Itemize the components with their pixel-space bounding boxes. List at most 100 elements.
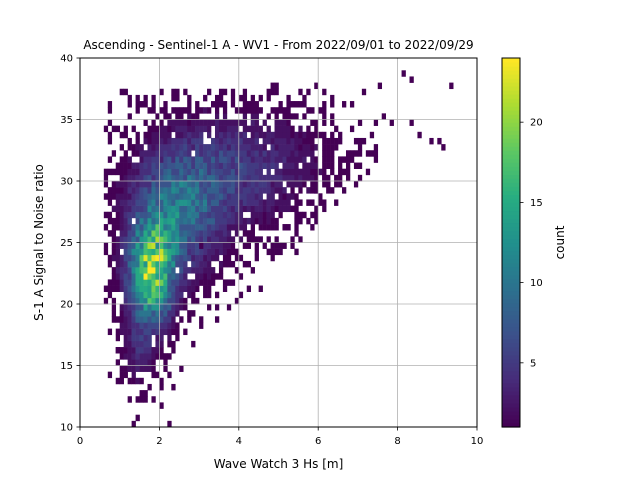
heatmap-cell xyxy=(330,168,335,176)
heatmap-cell xyxy=(131,181,136,188)
heatmap-cell xyxy=(310,150,315,157)
heatmap-cell xyxy=(175,310,180,317)
heatmap-cell xyxy=(171,260,176,268)
colorbar-segment xyxy=(502,162,520,167)
heatmap-cell xyxy=(131,205,136,213)
heatmap-cell xyxy=(262,150,267,157)
heatmap-cell xyxy=(195,113,200,120)
heatmap-cell xyxy=(282,242,287,249)
heatmap-cell xyxy=(139,396,144,403)
heatmap-cell xyxy=(234,230,240,237)
heatmap-cell xyxy=(151,242,156,249)
heatmap-cell xyxy=(119,285,124,292)
colorbar-segment xyxy=(502,326,520,332)
heatmap-cell xyxy=(409,76,414,83)
heatmap-cell xyxy=(338,137,343,145)
heatmap-cell xyxy=(151,107,156,114)
heatmap-cell xyxy=(270,181,275,188)
colorbar-segment xyxy=(502,298,520,304)
heatmap-cell xyxy=(234,150,240,157)
colorbar-segment xyxy=(502,150,520,155)
heatmap-cell xyxy=(322,174,327,182)
heatmap-cell xyxy=(127,156,132,163)
heatmap-cell xyxy=(274,187,279,194)
heatmap-cell xyxy=(179,119,184,126)
heatmap-cell xyxy=(246,101,252,108)
heatmap-cell xyxy=(266,174,271,182)
heatmap-cell xyxy=(262,199,267,206)
heatmap-cell xyxy=(155,347,160,354)
heatmap-cell xyxy=(139,285,144,292)
heatmap-cell xyxy=(115,211,120,219)
heatmap-cell xyxy=(211,217,216,225)
heatmap-cell xyxy=(159,150,164,157)
heatmap-cell xyxy=(294,224,299,231)
heatmap-cell xyxy=(143,174,148,182)
heatmap-cell xyxy=(183,273,188,280)
heatmap-cell xyxy=(242,131,248,139)
heatmap-cell xyxy=(115,248,120,256)
heatmap-cell xyxy=(234,119,240,126)
heatmap-cell xyxy=(171,242,176,249)
heatmap-cell xyxy=(290,156,295,163)
heatmap-cell xyxy=(187,131,192,139)
colorbar-segment xyxy=(502,242,520,248)
heatmap-cell xyxy=(334,137,339,145)
heatmap-cell xyxy=(187,113,192,120)
heatmap-cell xyxy=(214,273,220,280)
heatmap-cell xyxy=(338,181,343,188)
heatmap-cell xyxy=(191,285,196,292)
heatmap-cell xyxy=(155,150,160,157)
heatmap-cell xyxy=(127,199,132,206)
heatmap-cell xyxy=(199,137,204,145)
heatmap-cell xyxy=(242,168,248,176)
heatmap-cell xyxy=(123,267,128,274)
heatmap-cell xyxy=(139,291,144,299)
heatmap-cell xyxy=(183,242,188,249)
heatmap-cell xyxy=(151,279,156,286)
heatmap-cell xyxy=(338,174,343,182)
heatmap-cell xyxy=(163,162,168,169)
heatmap-cell xyxy=(330,113,335,120)
heatmap-cell xyxy=(167,316,172,323)
heatmap-cell xyxy=(254,181,259,188)
heatmap-cell xyxy=(214,174,220,182)
heatmap-cell xyxy=(258,285,263,292)
heatmap-cell xyxy=(151,297,156,305)
heatmap-cell xyxy=(167,353,172,360)
heatmap-cell xyxy=(127,137,132,145)
heatmap-cell xyxy=(171,285,176,292)
heatmap-cell xyxy=(262,242,267,249)
colorbar-segment xyxy=(502,178,520,183)
heatmap-cell xyxy=(119,371,124,379)
heatmap-cell xyxy=(349,150,355,157)
heatmap-cell xyxy=(171,217,176,225)
heatmap-cell xyxy=(135,291,140,299)
heatmap-cell xyxy=(230,162,236,169)
heatmap-cell xyxy=(270,205,275,213)
heatmap-cell xyxy=(322,113,327,120)
heatmap-cell xyxy=(143,217,148,225)
heatmap-cell xyxy=(163,322,168,329)
heatmap-cell xyxy=(147,137,152,145)
heatmap-cell xyxy=(155,260,160,268)
heatmap-cell xyxy=(258,125,263,133)
heatmap-cell xyxy=(131,242,136,249)
heatmap-cell xyxy=(151,101,156,108)
heatmap-cell xyxy=(135,328,140,336)
heatmap-cell xyxy=(131,328,136,336)
heatmap-cell xyxy=(274,156,279,163)
heatmap-cell xyxy=(107,254,113,262)
colorbar-segment xyxy=(502,278,520,284)
heatmap-cell xyxy=(107,291,113,299)
heatmap-cell xyxy=(207,291,212,299)
heatmap-cell xyxy=(115,162,120,169)
heatmap-cell xyxy=(226,242,232,249)
heatmap-cell xyxy=(441,144,446,151)
heatmap-cell xyxy=(429,137,434,145)
heatmap-cell xyxy=(143,340,148,348)
heatmap-cell xyxy=(143,285,148,292)
heatmap-cell xyxy=(171,193,176,200)
heatmap-cell xyxy=(278,150,283,157)
